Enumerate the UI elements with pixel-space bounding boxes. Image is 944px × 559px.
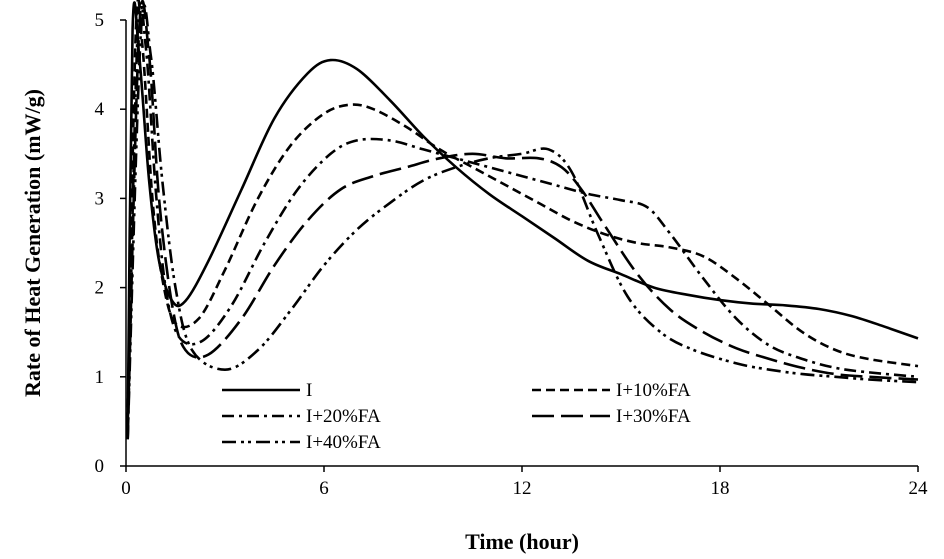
x-tick-label: 18	[711, 478, 730, 499]
x-tick-label: 24	[909, 478, 929, 499]
legend: I I+10%FA I+20%FA I+30%FA I+40%FA	[222, 380, 691, 453]
x-tick-label: 12	[513, 478, 532, 499]
legend-label-2: I+10%FA	[616, 380, 691, 401]
y-tick-label: 0	[95, 456, 105, 477]
y-axis-title: Rate of Heat Generation (mW/g)	[20, 89, 45, 397]
x-tick-label: 0	[121, 478, 131, 499]
legend-label-4: I+30%FA	[616, 406, 691, 427]
series-lines	[128, 0, 918, 439]
axes	[126, 20, 918, 466]
y-tick-label: 5	[95, 10, 105, 31]
x-ticks: 0 6 12 18 24	[121, 466, 928, 499]
x-axis-title: Time (hour)	[465, 529, 579, 554]
x-tick-label: 6	[319, 478, 329, 499]
y-tick-label: 1	[95, 367, 105, 388]
y-tick-label: 3	[95, 188, 105, 209]
y-tick-label: 2	[95, 278, 105, 299]
y-ticks: 0 1 2 3 4 5	[95, 10, 127, 477]
legend-label-5: I+40%FA	[306, 432, 381, 453]
legend-label-3: I+20%FA	[306, 406, 381, 427]
legend-label-1: I	[306, 380, 312, 401]
y-tick-label: 4	[95, 99, 105, 120]
